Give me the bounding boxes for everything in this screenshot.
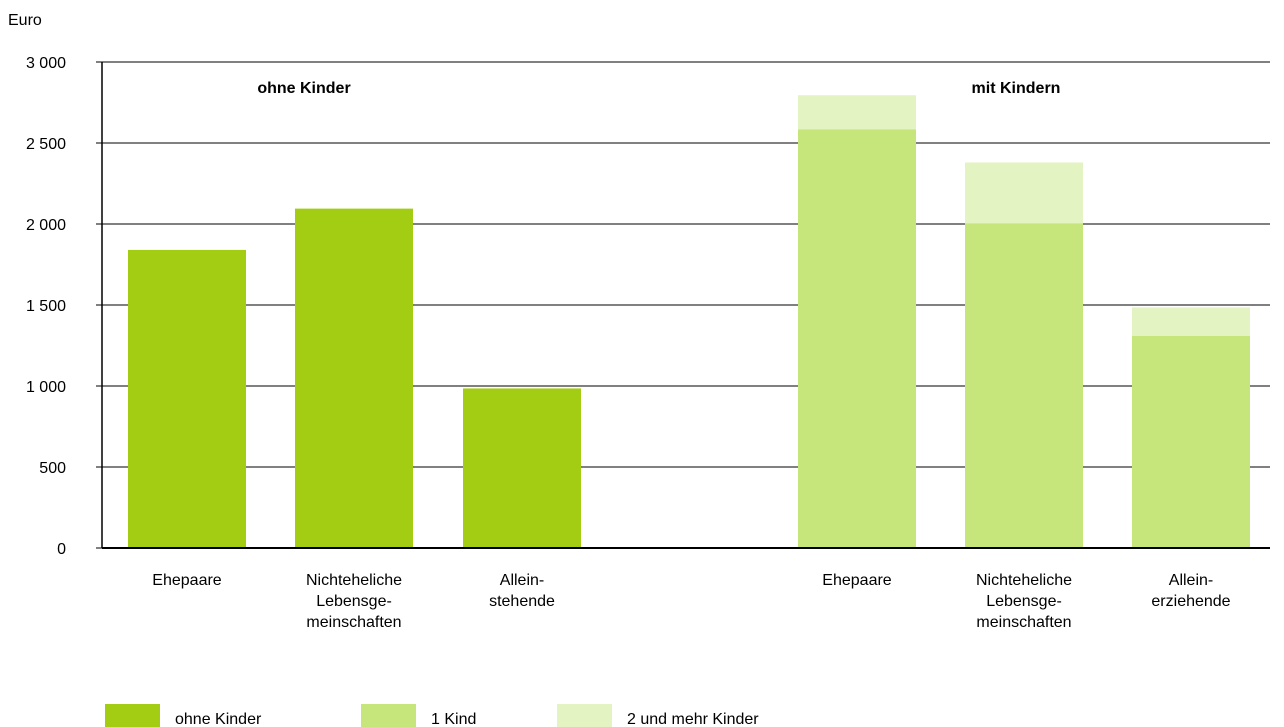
y-tick-label: 2 500 [26, 136, 66, 153]
legend-label: 1 Kind [431, 711, 476, 727]
bar-segment [463, 388, 581, 548]
axes [96, 61, 1270, 549]
group-label: ohne Kinder [257, 80, 350, 97]
y-tick-label: 2 000 [26, 217, 66, 234]
y-axis-unit-label: Euro [8, 12, 42, 29]
bar-segment [965, 223, 1083, 548]
bar-segment [295, 208, 413, 549]
x-category-label: Lebensge- [986, 593, 1062, 610]
x-category-label: Nichteheliche [306, 572, 402, 589]
x-category-label: meinschaften [976, 614, 1071, 631]
x-category-label: Ehepaare [152, 572, 221, 589]
y-tick-label: 500 [39, 460, 66, 477]
y-tick-label: 0 [57, 541, 66, 558]
bar-segment [798, 129, 916, 549]
legend-swatch [105, 704, 160, 727]
group-labels: ohne Kinder mit Kindern [257, 80, 1060, 97]
x-category-label: Allein- [1169, 572, 1213, 589]
bar-segment [1132, 335, 1250, 548]
x-category-label: Ehepaare [822, 572, 891, 589]
legend-swatch [557, 704, 612, 727]
x-axis-category-labels: Ehepaare Nichteheliche Lebensge-meinschaft… [152, 572, 1230, 631]
x-category-label: Lebensge- [316, 593, 392, 610]
x-category-label: Allein- [500, 572, 544, 589]
y-axis-ticks: 0 500 1 000 1 500 2 000 2 500 3 000 [26, 55, 66, 558]
bar-segment [128, 249, 246, 549]
x-category-label: stehende [489, 593, 555, 610]
bar-segment [798, 95, 916, 130]
legend-label: 2 und mehr Kinder [627, 711, 759, 727]
y-tick-label: 3 000 [26, 55, 66, 72]
bar-segment [965, 162, 1083, 224]
bars [128, 95, 1250, 549]
legend-label: ohne Kinder [175, 711, 262, 727]
legend: ohne Kinder 1 Kind 2 und mehr Kinder [105, 704, 759, 727]
y-tick-label: 1 000 [26, 379, 66, 396]
bar-segment [1132, 307, 1250, 336]
x-category-label: meinschaften [306, 614, 401, 631]
y-tick-label: 1 500 [26, 298, 66, 315]
legend-swatch [361, 704, 416, 727]
x-category-label: erziehende [1151, 593, 1230, 610]
x-category-label: Nichteheliche [976, 572, 1072, 589]
gridlines [102, 61, 1270, 468]
group-label: mit Kindern [972, 80, 1061, 97]
